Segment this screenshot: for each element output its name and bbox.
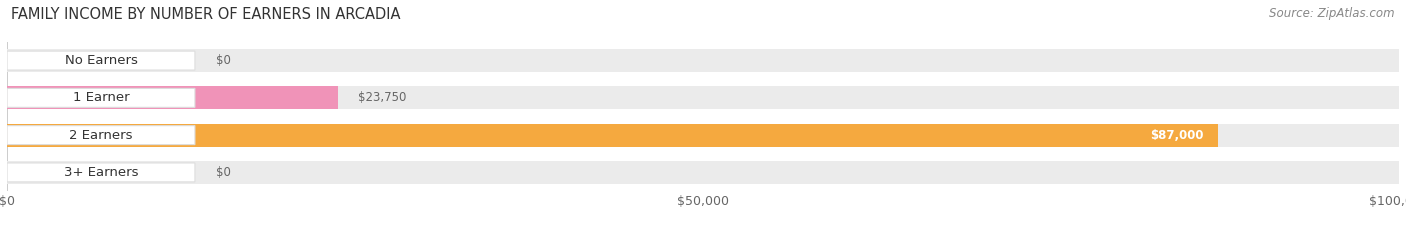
Bar [7,86,337,110]
Text: Source: ZipAtlas.com: Source: ZipAtlas.com [1270,7,1395,20]
Bar [7,86,1399,110]
Text: $0: $0 [217,54,231,67]
Bar [7,49,1399,72]
Bar [7,123,1218,147]
FancyBboxPatch shape [7,163,195,182]
Bar [7,123,1399,147]
FancyBboxPatch shape [7,51,195,70]
Text: 1 Earner: 1 Earner [73,91,129,104]
Text: FAMILY INCOME BY NUMBER OF EARNERS IN ARCADIA: FAMILY INCOME BY NUMBER OF EARNERS IN AR… [11,7,401,22]
Text: $87,000: $87,000 [1150,129,1204,142]
Text: $23,750: $23,750 [359,91,406,104]
Text: 2 Earners: 2 Earners [69,129,132,142]
Bar [7,161,1399,184]
Text: $0: $0 [217,166,231,179]
Text: 3+ Earners: 3+ Earners [63,166,138,179]
Text: No Earners: No Earners [65,54,138,67]
FancyBboxPatch shape [7,126,195,145]
FancyBboxPatch shape [7,88,195,107]
